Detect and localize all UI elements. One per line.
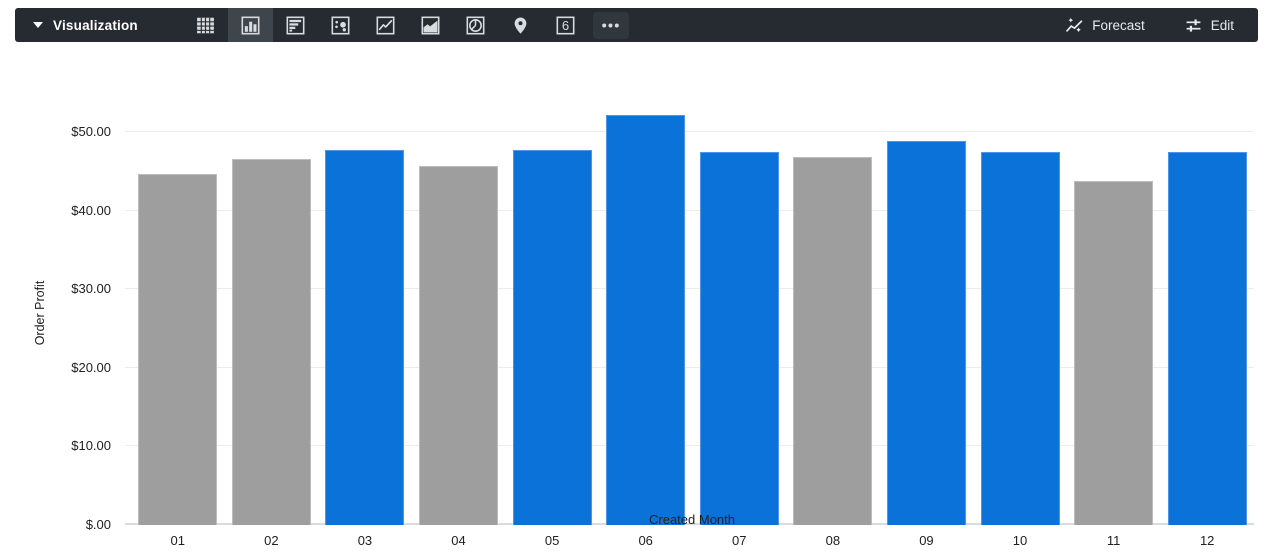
forecast-label: Forecast [1092,17,1145,33]
vis-type-map-button[interactable] [498,8,543,42]
x-tick-label-04: 04 [451,533,466,548]
pie-chart-icon [466,16,485,34]
x-tick-label-11: 11 [1106,533,1121,548]
x-tick-label-12: 12 [1199,533,1215,548]
bar-month-12[interactable] [1167,151,1247,525]
bar-month-05[interactable] [512,149,592,525]
bar-chart-icon [286,16,305,34]
bar-month-09[interactable] [886,141,966,525]
edit-button[interactable]: Edit [1185,17,1234,34]
gridline-50 [125,130,1254,132]
vis-type-picker: 6 [183,8,633,42]
x-tick-label-09: 09 [919,533,934,548]
y-tick-label: $40.00 [71,202,111,218]
more-icon [602,23,619,27]
vis-type-line-chart-button[interactable] [363,8,408,42]
x-tick-label-02: 02 [264,533,279,548]
forecast-button[interactable]: Forecast [1066,17,1145,34]
gridline-30 [125,288,1254,290]
visualization-collapse-toggle[interactable]: Visualization [15,18,167,33]
x-tick-label-07: 07 [732,533,747,548]
area-chart-icon [421,16,440,34]
gridline-0 [125,523,1254,525]
toolbar-actions: Forecast Edit [1066,17,1258,34]
forecast-sparkline-icon [1066,17,1083,34]
vis-type-bar-chart-button[interactable] [273,8,318,42]
vis-type-column-chart-button[interactable] [228,8,273,42]
y-tick-label: $20.00 [71,359,111,375]
y-tick-label: $50.00 [71,123,111,139]
gridline-20 [125,366,1254,368]
bar-month-11[interactable] [1074,180,1154,525]
bar-month-07[interactable] [699,152,779,525]
toolbar-title: Visualization [53,17,138,33]
x-tick-label-06: 06 [638,533,653,548]
bar-month-02[interactable] [231,158,311,525]
bar-month-10[interactable] [980,151,1060,525]
tune-sliders-icon [1185,17,1202,34]
vis-type-area-chart-button[interactable] [408,8,453,42]
caret-down-icon [33,22,43,28]
visualization-toolbar: Visualization 6 Forecast [15,8,1258,42]
bar-month-08[interactable] [793,157,873,525]
svg-text:6: 6 [562,18,569,33]
x-axis-title: Created Month [649,512,735,527]
map-icon [514,17,527,34]
y-tick-label: $10.00 [71,438,111,454]
scatter-icon [331,16,350,34]
gridline-10 [125,445,1254,447]
vis-type-pie-chart-button[interactable] [453,8,498,42]
bar-month-01[interactable] [138,173,218,525]
y-tick-label: $.00 [85,517,111,532]
bar-month-03[interactable] [325,149,405,525]
x-tick-label-10: 10 [1012,533,1028,548]
table-icon [197,17,214,33]
more-icon-bg [592,11,629,39]
vis-type-more-button[interactable] [588,8,633,42]
x-tick-label-08: 08 [825,533,841,548]
chart-card: Order Profit $.00 $10.00 $20.00 $30.00 $40.0… [0,42,1272,560]
bar-month-04[interactable] [419,165,499,525]
x-tick-label-05: 05 [544,533,560,548]
gridline-40 [125,209,1254,211]
vis-type-scatter-button[interactable] [318,8,363,42]
vis-type-single-value-button[interactable]: 6 [543,8,588,42]
line-chart-icon [376,16,395,34]
y-tick-label: $30.00 [71,281,111,297]
vis-type-table-button[interactable] [183,8,228,42]
bar-month-06[interactable] [606,114,686,525]
x-tick-label-03: 03 [357,533,373,548]
plot-area: $.00 $10.00 $20.00 $30.00 $40.00 $50.00 01 02 03… [71,102,1254,548]
single-value-icon: 6 [556,16,575,34]
y-axis-title: Order Profit [33,280,47,346]
edit-label: Edit [1210,17,1234,33]
x-tick-label-01: 01 [170,533,186,548]
column-chart-icon [241,16,260,34]
